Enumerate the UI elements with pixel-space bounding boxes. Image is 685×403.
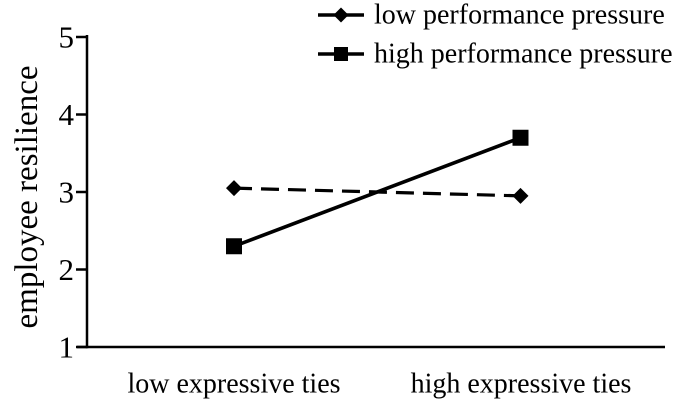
x-category-label-low-expressive-ties: low expressive ties xyxy=(127,369,340,400)
data-point-marker-high-performance-pressure-0 xyxy=(226,238,242,255)
y-axis-title: employee resilience xyxy=(9,66,45,329)
legend-marker-low-performance-pressure xyxy=(333,7,349,23)
y-tick-label-4: 4 xyxy=(59,97,75,132)
legend-marker-high-performance-pressure xyxy=(334,47,348,61)
series-line-high-performance-pressure xyxy=(233,136,522,248)
legend-label-high-performance-pressure: high performance pressure xyxy=(374,39,673,70)
x-category-label-high-expressive-ties: high expressive ties xyxy=(411,369,632,400)
data-point-marker-high-performance-pressure-1 xyxy=(512,129,529,146)
y-tick-label-5: 5 xyxy=(59,20,75,55)
data-point-marker-low-performance-pressure-0 xyxy=(226,180,242,197)
legend-label-low-performance-pressure: low performance pressure xyxy=(374,0,665,31)
legend-marker-group xyxy=(318,7,364,61)
axes-group xyxy=(76,35,665,349)
y-tick-label-3: 3 xyxy=(59,175,75,210)
series-group xyxy=(226,129,529,255)
y-tick-label-2: 2 xyxy=(59,252,75,287)
data-point-marker-low-performance-pressure-1 xyxy=(512,187,529,204)
y-tick-label-1: 1 xyxy=(59,330,75,365)
